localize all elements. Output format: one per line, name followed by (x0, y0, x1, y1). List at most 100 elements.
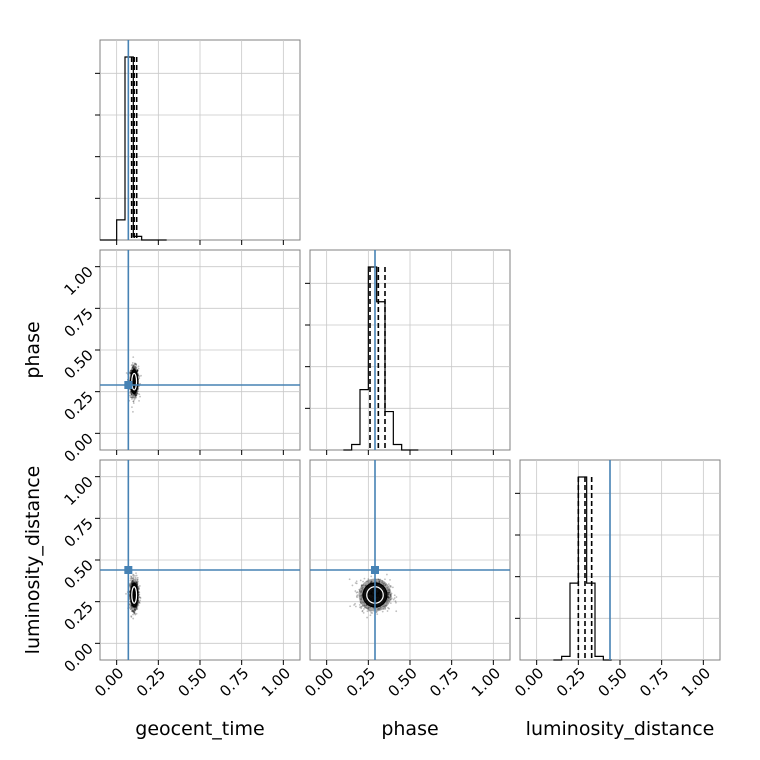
sample-point (387, 592, 390, 595)
sample-point (390, 592, 393, 595)
sample-point (132, 617, 135, 620)
sample-point (382, 605, 384, 608)
sample-point (389, 586, 392, 588)
scatter-panel-geocent-time-phase (99, 249, 301, 451)
sample-point (370, 581, 373, 584)
sample-point (129, 608, 132, 611)
sample-point (368, 609, 371, 612)
sample-point (135, 612, 138, 615)
sample-point (387, 596, 390, 599)
sample-point (129, 391, 132, 394)
sample-point (360, 585, 363, 588)
sample-point (359, 591, 362, 594)
sample-point (137, 585, 140, 588)
sample-point (138, 602, 141, 604)
sample-point (361, 588, 364, 591)
sample-point (136, 578, 139, 581)
sample-point (356, 596, 358, 599)
sample-point (130, 580, 133, 582)
sample-point (133, 611, 136, 614)
sample-point (395, 610, 398, 613)
sample-point (387, 593, 390, 596)
sample-point (130, 616, 133, 618)
hist-panel-geocent-time (95, 39, 301, 241)
sample-point (128, 394, 131, 397)
sample-point (361, 604, 364, 607)
sample-point (385, 601, 388, 604)
sample-point (359, 601, 362, 604)
sample-point (130, 394, 133, 397)
sample-point (132, 400, 135, 403)
sample-point (382, 582, 385, 585)
sample-point (135, 363, 137, 366)
sample-point (393, 597, 396, 600)
sample-point (131, 577, 134, 580)
sample-point (361, 595, 363, 598)
sample-point (390, 598, 393, 601)
sample-point (131, 406, 133, 409)
sample-point (129, 582, 132, 585)
sample-point (136, 369, 139, 372)
sample-point (359, 595, 362, 597)
sample-point (133, 366, 135, 369)
sample-point (134, 394, 137, 396)
sample-point (355, 591, 358, 594)
sample-point (137, 374, 140, 377)
sample-point (369, 614, 372, 617)
sample-point (131, 398, 133, 400)
sample-point (395, 601, 397, 604)
sample-point (377, 578, 380, 581)
sample-point (135, 607, 138, 610)
sample-point (131, 366, 134, 369)
sample-point (140, 374, 142, 377)
sample-point (136, 580, 139, 583)
sample-point (369, 610, 372, 613)
sample-point (135, 392, 138, 395)
sample-point (132, 394, 135, 397)
scatter-panel-geocent-time-luminosity-distance (99, 459, 301, 661)
sample-point (385, 604, 388, 607)
sample-point (130, 610, 133, 613)
sample-point (381, 610, 384, 613)
sample-point (354, 602, 356, 605)
sample-point (388, 588, 391, 591)
sample-point (388, 597, 390, 599)
sample-point (133, 398, 136, 401)
sample-point (348, 578, 351, 581)
sample-point (384, 604, 387, 607)
sample-point (130, 577, 133, 580)
sample-point (129, 391, 131, 394)
sample-point (387, 596, 390, 599)
sample-point (359, 579, 362, 582)
sample-point (134, 609, 136, 612)
sample-point (131, 396, 133, 399)
sample-point (135, 394, 137, 397)
sample-point (134, 394, 137, 397)
sample-point (395, 596, 398, 598)
sample-point (135, 572, 137, 575)
sample-point (389, 602, 392, 604)
sample-point (360, 590, 363, 593)
sample-point (136, 370, 139, 372)
ylabel-phase: phase (22, 321, 44, 378)
sample-point (129, 579, 132, 582)
sample-point (128, 583, 131, 585)
sample-point (384, 608, 387, 610)
sample-point (125, 592, 127, 595)
sample-point (135, 574, 138, 577)
sample-point (384, 584, 387, 587)
sample-point (132, 577, 135, 580)
sample-point (132, 356, 135, 359)
sample-point (129, 371, 132, 374)
sample-point (366, 610, 369, 613)
sample-point (132, 610, 135, 613)
sample-point (392, 598, 395, 601)
sample-point (136, 584, 139, 586)
sample-point (136, 576, 139, 579)
sample-point (138, 586, 140, 589)
sample-point (132, 400, 135, 403)
sample-point (131, 363, 134, 366)
sample-point (138, 593, 141, 596)
sample-point (359, 590, 361, 592)
sample-point (135, 578, 137, 580)
